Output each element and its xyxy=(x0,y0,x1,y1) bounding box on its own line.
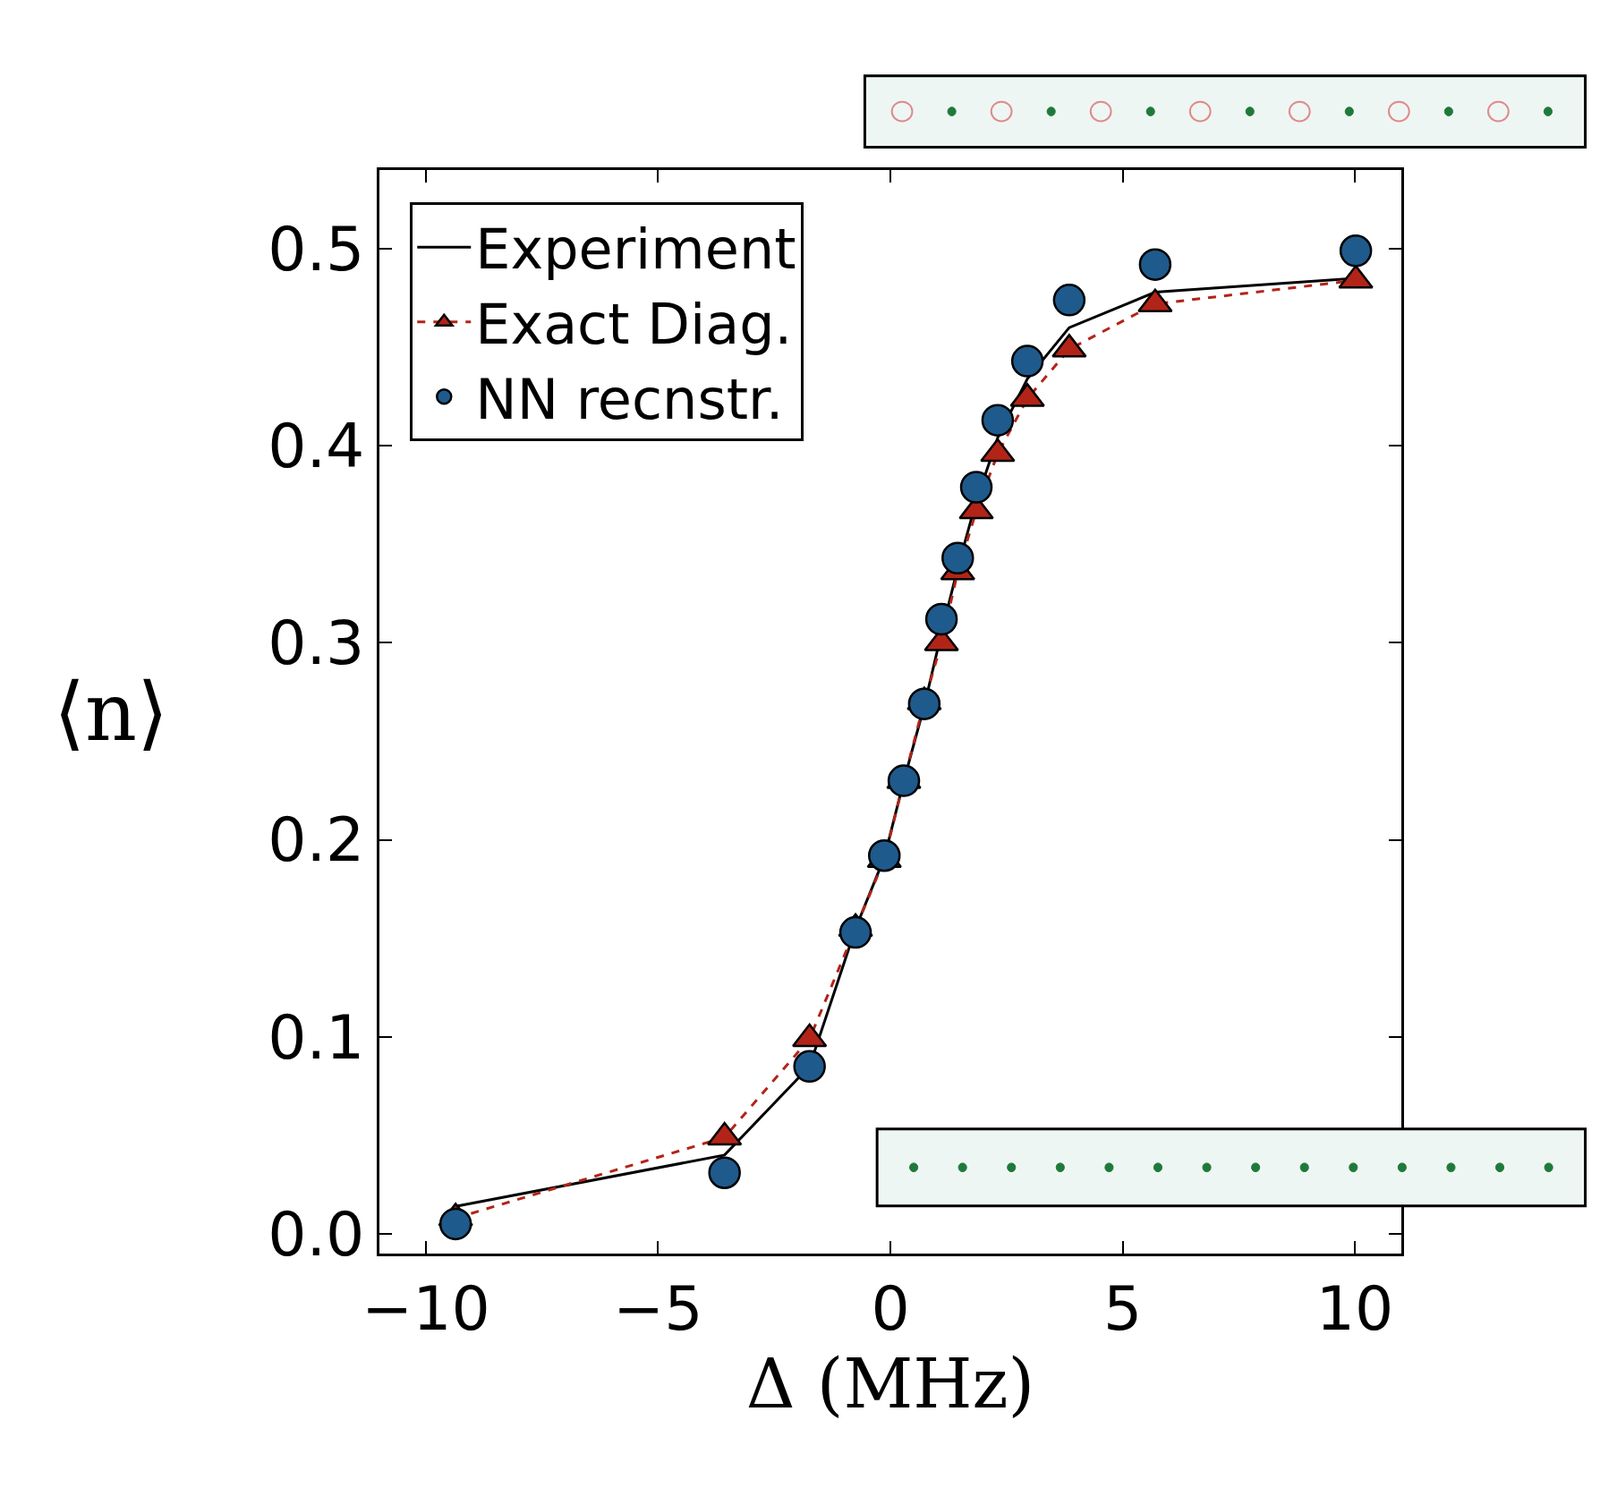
svg-text:Experiment: Experiment xyxy=(475,216,796,282)
svg-text:Δ (MHz): Δ (MHz) xyxy=(746,1344,1035,1424)
svg-text:NN recnstr.: NN recnstr. xyxy=(475,366,783,433)
svg-text:0.2: 0.2 xyxy=(267,804,365,876)
svg-text:0.4: 0.4 xyxy=(267,410,365,482)
svg-text:−10: −10 xyxy=(361,1273,491,1345)
svg-text:0.5: 0.5 xyxy=(267,213,365,285)
svg-text:0.3: 0.3 xyxy=(267,607,365,679)
svg-text:0.0: 0.0 xyxy=(267,1199,365,1270)
svg-text:0.1: 0.1 xyxy=(267,1002,365,1073)
svg-text:−5: −5 xyxy=(612,1273,703,1345)
svg-text:Exact Diag.: Exact Diag. xyxy=(475,291,792,358)
svg-text:0: 0 xyxy=(870,1273,910,1345)
svg-text:5: 5 xyxy=(1103,1273,1142,1345)
svg-text:10: 10 xyxy=(1316,1273,1395,1345)
svg-text:⟨n⟩: ⟨n⟩ xyxy=(53,664,169,759)
